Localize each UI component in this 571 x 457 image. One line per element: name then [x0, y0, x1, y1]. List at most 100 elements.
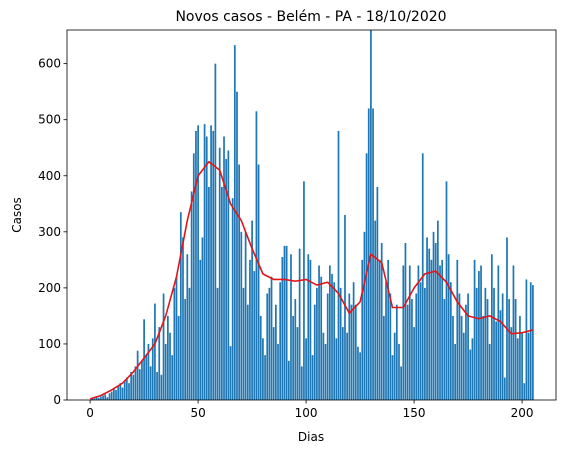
bar [419, 282, 422, 400]
bar [91, 398, 94, 400]
bar [221, 186, 223, 400]
bar [171, 355, 174, 400]
bar [307, 254, 310, 400]
bar [147, 343, 150, 400]
bar [341, 327, 344, 400]
bar [393, 332, 396, 400]
bar [465, 304, 467, 400]
bar [387, 259, 390, 400]
bar [268, 287, 271, 400]
bar [253, 271, 256, 400]
bar [95, 397, 98, 400]
bar [162, 293, 165, 400]
y-tick-label: 100 [38, 337, 61, 351]
bar [303, 181, 305, 400]
bar [244, 231, 247, 400]
bar [354, 304, 357, 400]
bar [218, 147, 221, 400]
bar [138, 369, 141, 400]
bar [227, 150, 230, 400]
bar [493, 287, 495, 400]
bar [151, 338, 154, 400]
bar [251, 220, 253, 400]
x-tick-label: 100 [295, 406, 318, 420]
bar [164, 343, 167, 400]
bar [115, 389, 117, 400]
bar [460, 315, 463, 400]
bar [376, 186, 379, 400]
bar [318, 265, 320, 400]
bar [97, 397, 100, 400]
bar [499, 310, 502, 400]
bar [141, 360, 143, 400]
bar [439, 265, 441, 400]
bar [160, 374, 163, 400]
bar [434, 243, 437, 400]
plot-area [89, 30, 534, 400]
x-axis-label: Dias [298, 430, 324, 444]
bar [264, 355, 266, 400]
bar [402, 265, 405, 400]
bar [292, 315, 295, 400]
bar [426, 237, 428, 400]
bar [441, 259, 444, 400]
bar [156, 371, 158, 400]
bar [130, 371, 133, 400]
chart-title: Novos casos - Belém - PA - 18/10/2020 [175, 9, 446, 25]
bar [179, 212, 182, 400]
bar [274, 304, 277, 400]
bar [322, 332, 325, 400]
bar [145, 355, 148, 400]
bar [469, 349, 472, 400]
bar [272, 327, 275, 400]
bar [443, 299, 446, 400]
y-tick-label: 400 [38, 169, 61, 183]
bar [436, 220, 439, 400]
bar [514, 299, 517, 400]
bar [197, 125, 199, 400]
bar [270, 276, 273, 400]
bar [309, 259, 312, 400]
bar [190, 191, 193, 400]
bar [350, 304, 353, 400]
bar [167, 315, 169, 400]
bar [136, 350, 139, 400]
axes-frame [66, 29, 557, 401]
bar [389, 293, 392, 400]
bar [113, 388, 115, 400]
bar [132, 374, 135, 400]
bar [333, 282, 336, 400]
bar [527, 332, 530, 400]
bar [242, 287, 245, 400]
bar [208, 186, 210, 400]
bar [117, 385, 120, 400]
bar [240, 231, 243, 400]
bar [121, 387, 124, 400]
bar [201, 237, 204, 400]
bar [398, 343, 400, 400]
trend-line [89, 160, 534, 400]
bar [149, 366, 152, 400]
bar [182, 237, 184, 400]
bar [523, 383, 526, 400]
bar [432, 231, 435, 400]
bar [510, 327, 513, 400]
bar [519, 315, 521, 400]
bar [177, 315, 180, 400]
bar [372, 108, 374, 400]
bar [447, 254, 450, 400]
bar [456, 259, 459, 400]
bar [501, 293, 504, 400]
bar [391, 355, 394, 400]
bar [255, 111, 258, 400]
bar [313, 304, 316, 400]
bar [210, 125, 212, 400]
bar [290, 254, 292, 400]
bar [508, 299, 510, 400]
bar [529, 282, 532, 400]
bar [186, 254, 189, 400]
bar [320, 276, 323, 400]
bar [413, 327, 415, 400]
bar [277, 343, 279, 400]
bar [352, 282, 355, 400]
